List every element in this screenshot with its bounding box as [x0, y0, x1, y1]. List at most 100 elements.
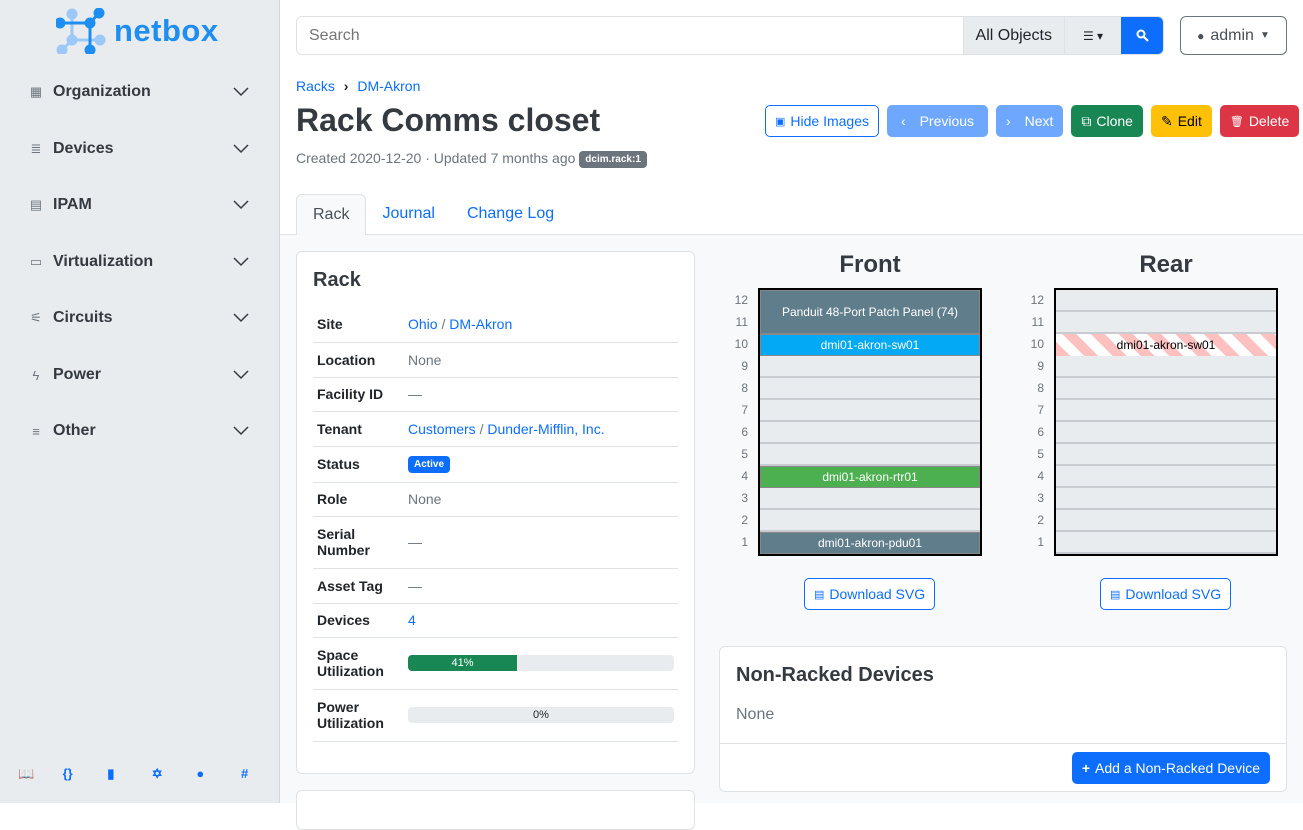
- next-card: [296, 790, 695, 830]
- chevron-left-icon: ‹: [901, 113, 906, 129]
- empty-slot[interactable]: [760, 488, 980, 510]
- ip-icon: ▤: [29, 197, 43, 212]
- unit-number: 3: [1037, 491, 1044, 505]
- empty-slot[interactable]: [760, 444, 980, 466]
- site-label: Site: [313, 307, 404, 343]
- empty-slot[interactable]: [760, 356, 980, 378]
- image-icon: ▣: [775, 115, 786, 128]
- rack-device[interactable]: dmi01-akron-pdu01: [760, 532, 980, 554]
- empty-slot[interactable]: [760, 400, 980, 422]
- object-meta: Created 2020-12-20 · Updated 7 months ag…: [296, 150, 647, 168]
- space-utilization-bar: 41%: [408, 655, 674, 671]
- unit-number: 8: [741, 381, 748, 395]
- empty-slot[interactable]: [1056, 422, 1276, 444]
- search-input[interactable]: [297, 17, 963, 54]
- serial-label: Serial Number: [313, 516, 404, 569]
- sidebar-item-organization[interactable]: ▦ Organization: [0, 72, 280, 112]
- empty-slot[interactable]: [1056, 532, 1276, 554]
- book-icon[interactable]: ▮: [107, 766, 115, 781]
- sidebar-item-other[interactable]: ≡ Other: [0, 411, 280, 451]
- unit-number: 11: [1031, 315, 1044, 329]
- empty-slot[interactable]: [760, 378, 980, 400]
- object-id-badge: dcim.rack:1: [579, 151, 647, 168]
- download-svg-front-button[interactable]: ▤ Download SVG: [804, 578, 936, 610]
- empty-slot[interactable]: [1056, 510, 1276, 532]
- page-title: Rack Comms closet: [296, 102, 601, 138]
- netbox-logo[interactable]: netbox: [56, 8, 219, 54]
- rack-device[interactable]: dmi01-akron-sw01: [760, 334, 980, 356]
- sidebar-item-power[interactable]: ϟ Power: [0, 355, 280, 395]
- sidebar-item-ipam[interactable]: ▤ IPAM: [0, 185, 280, 225]
- hide-images-button[interactable]: ▣ Hide Images: [765, 105, 879, 137]
- slack-icon[interactable]: #: [240, 766, 249, 781]
- edit-button[interactable]: ✎ Edit: [1150, 105, 1212, 137]
- empty-slot[interactable]: [1056, 378, 1276, 400]
- empty-slot[interactable]: [1056, 400, 1276, 422]
- pencil-icon: ✎: [1160, 112, 1173, 129]
- next-button[interactable]: › Next: [996, 105, 1064, 137]
- filter-dropdown[interactable]: ☰ ▾: [1064, 17, 1121, 54]
- api-icon[interactable]: {}: [62, 766, 73, 781]
- sidebar-item-label: Circuits: [53, 309, 113, 326]
- username: admin: [1210, 26, 1254, 44]
- sidebar: netbox ▦ Organization ≣ Devices ▤ IPAM ▭ Virtua…: [0, 0, 280, 803]
- sidebar-item-circuits[interactable]: ⚟ Circuits: [0, 298, 280, 338]
- filter-icon: ☰ ▾: [1082, 28, 1104, 43]
- unit-number: 7: [741, 403, 748, 417]
- clone-button[interactable]: ⧉ Clone: [1071, 105, 1143, 137]
- breadcrumb-racks[interactable]: Racks: [296, 78, 335, 94]
- unit-number: 6: [741, 425, 748, 439]
- sidebar-item-virtualization[interactable]: ▭ Virtualization: [0, 242, 280, 282]
- search-scope-select[interactable]: All Objects: [962, 17, 1064, 54]
- empty-slot[interactable]: [1056, 488, 1276, 510]
- copy-icon: ⧉: [1081, 112, 1092, 129]
- delete-button[interactable]: 🗑 Delete: [1219, 105, 1300, 137]
- caret-down-icon: ▼: [1259, 30, 1270, 41]
- chevron-right-icon: ›: [343, 78, 349, 94]
- chevron-down-icon: [233, 87, 249, 97]
- elevation-title: Front: [839, 251, 901, 278]
- unit-number: 6: [1037, 425, 1044, 439]
- graphql-icon[interactable]: ✡: [151, 766, 163, 781]
- empty-slot[interactable]: [1056, 356, 1276, 378]
- rack-device[interactable]: dmi01-akron-rtr01: [760, 466, 980, 488]
- breadcrumb-site[interactable]: DM-Akron: [357, 78, 421, 94]
- region-link[interactable]: Ohio: [408, 316, 438, 333]
- site-link[interactable]: DM-Akron: [449, 316, 513, 333]
- previous-button[interactable]: ‹ Previous: [887, 105, 989, 137]
- rack-rear: dmi01-akron-sw01: [1054, 288, 1278, 556]
- empty-slot[interactable]: [1056, 444, 1276, 466]
- empty-slot[interactable]: [760, 422, 980, 444]
- sidebar-item-label: Power: [53, 366, 102, 383]
- devices-link[interactable]: 4: [408, 612, 416, 628]
- download-svg-rear-button[interactable]: ▤ Download SVG: [1100, 578, 1232, 610]
- tenant-link[interactable]: Dunder-Mifflin, Inc.: [487, 420, 605, 437]
- add-non-racked-device-button[interactable]: + Add a Non-Racked Device: [1071, 752, 1270, 784]
- tab-rack[interactable]: Rack: [296, 194, 367, 236]
- unit-number: 3: [741, 491, 748, 505]
- rack-device[interactable]: dmi01-akron-sw01: [1056, 334, 1276, 356]
- empty-slot[interactable]: [1056, 312, 1276, 334]
- unit-number: 9: [741, 359, 748, 373]
- tab-change-log[interactable]: Change Log: [466, 205, 555, 222]
- rack-device[interactable]: Panduit 48-Port Patch Panel (74): [760, 290, 980, 334]
- tab-journal[interactable]: Journal: [382, 205, 435, 222]
- sidebar-item-devices[interactable]: ≣ Devices: [0, 129, 280, 169]
- breadcrumb: Racks › DM-Akron: [296, 78, 420, 94]
- unit-number: 10: [1030, 337, 1044, 351]
- empty-slot[interactable]: [1056, 466, 1276, 488]
- asset-tag-value: —: [404, 568, 678, 604]
- sidebar-item-label: Organization: [53, 83, 151, 100]
- empty-slot[interactable]: [1056, 290, 1276, 312]
- empty-slot[interactable]: [760, 510, 980, 532]
- user-menu[interactable]: ● admin ▼: [1180, 16, 1287, 55]
- tenant-group-link[interactable]: Customers: [408, 420, 476, 437]
- search-button[interactable]: [1121, 17, 1163, 54]
- github-icon[interactable]: ●: [196, 766, 205, 781]
- status-badge: Active: [408, 456, 451, 473]
- file-icon: ▤: [814, 588, 825, 601]
- elevation-title: Rear: [1139, 251, 1193, 278]
- chevron-down-icon: [233, 426, 249, 436]
- user-icon: ●: [1197, 28, 1205, 43]
- docs-icon[interactable]: 📖: [18, 766, 35, 781]
